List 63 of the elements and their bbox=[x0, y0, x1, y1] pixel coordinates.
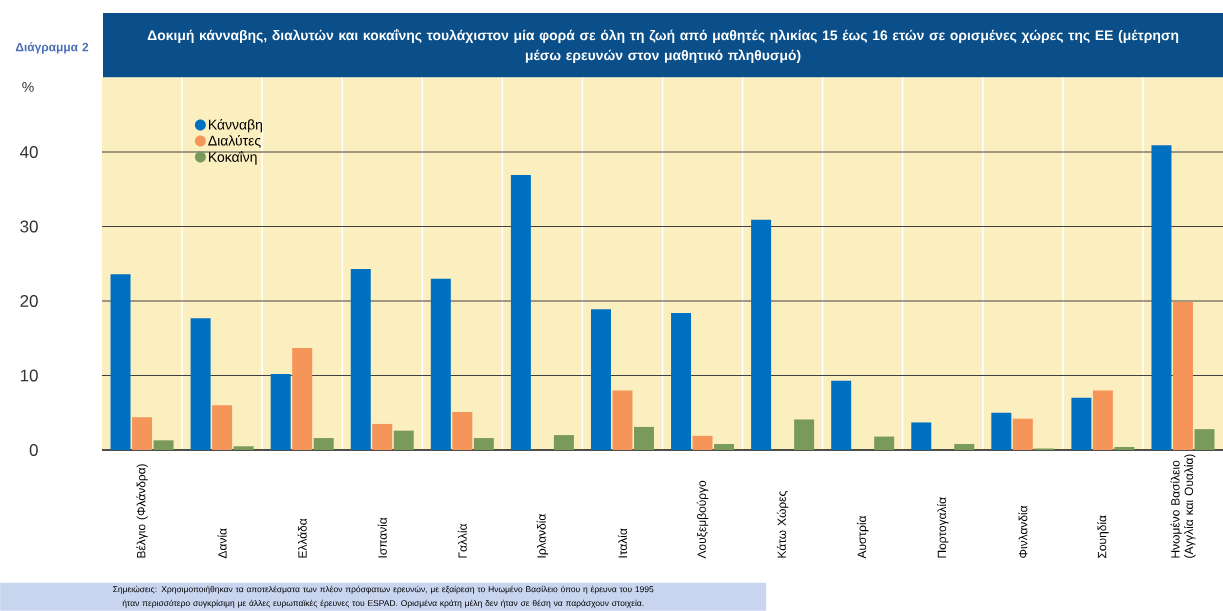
bar bbox=[590, 309, 611, 450]
bar bbox=[714, 444, 735, 450]
bar bbox=[1194, 429, 1215, 450]
legend-label: Κάνναβη bbox=[209, 118, 262, 133]
x-tick-label: Γαλλία bbox=[457, 523, 467, 558]
bar bbox=[350, 268, 371, 450]
y-tick-label: 20 bbox=[20, 295, 38, 307]
bar bbox=[751, 219, 772, 450]
bar bbox=[393, 430, 414, 450]
x-tick-label: Λουξεμβούργο bbox=[696, 480, 709, 559]
x-tick-label: Κάτω Χώρες bbox=[776, 491, 789, 558]
bar bbox=[190, 318, 211, 450]
bar bbox=[110, 274, 131, 450]
y-tick-label: 10 bbox=[20, 369, 38, 382]
bar bbox=[991, 412, 1012, 450]
bar bbox=[313, 438, 334, 450]
x-tick-label: Βέλγιο (Φλάνδρα) bbox=[136, 464, 148, 558]
bar bbox=[473, 438, 494, 450]
y-tick-label: 0 bbox=[29, 444, 38, 456]
chart-title: Δοκιμή κάνναβης, διαλυτών και κοκαΐνης τουλάχιστον μία φορά σε όλη τη ζωή από μαθητές ηλικίας 15 έως 16 ετών σε ορισμένες χώρες της ΕΕ (μέτρηση μέσω ερευνών στον μαθητικό πληθυσμό) bbox=[147, 29, 1179, 63]
bar bbox=[452, 412, 473, 450]
bar bbox=[1172, 301, 1193, 450]
x-tick-label: Σουηδία bbox=[1097, 515, 1109, 558]
x-tick-label: Ηνωμένο Βασίλειο (Αγγλία και Ουαλία) bbox=[1170, 454, 1196, 558]
bar bbox=[633, 426, 654, 450]
bar bbox=[372, 423, 393, 450]
text: Διάγραμμα 2 bbox=[15, 42, 89, 54]
bar bbox=[233, 446, 254, 450]
bar bbox=[430, 278, 451, 450]
x-tick-label: Ισπανία bbox=[377, 517, 387, 558]
x-tick-label: Πορτογαλία bbox=[937, 497, 949, 558]
bar bbox=[612, 390, 633, 450]
x-tick-label: Φινλανδία bbox=[1018, 505, 1028, 558]
bar bbox=[1114, 447, 1135, 450]
x-tick-label: Δανία bbox=[217, 528, 227, 559]
bar bbox=[212, 405, 233, 450]
bar bbox=[874, 436, 895, 450]
bar bbox=[1012, 418, 1033, 450]
text: Σημειώσεις: Χρησιμοποιήθηκαν τα αποτελέσματα των πλέον πρόσφατων ερευνών, με εξαίρεση το Ηνωμένο Βασίλειο όπου η έρευνα του 1995 ήταν περισσότερο συγκρίσιμη με άλλες ευρωπαϊκές έρευνες του ESPAD. Ορισμένα κράτη μέλη δεν ήταν σε θέση να παράσχουν στοιχεία. bbox=[113, 585, 654, 608]
bar bbox=[671, 312, 692, 450]
bar bbox=[132, 417, 153, 450]
bar bbox=[510, 175, 531, 450]
legend-label: Διαλύτες bbox=[208, 134, 261, 148]
bar bbox=[911, 422, 932, 450]
bar bbox=[692, 435, 713, 450]
bar bbox=[153, 440, 174, 450]
bar bbox=[292, 347, 313, 450]
y-axis-title: % bbox=[22, 82, 34, 92]
bar bbox=[553, 435, 574, 450]
bar bbox=[1092, 390, 1113, 450]
bar bbox=[270, 374, 291, 450]
y-tick-label: 30 bbox=[20, 220, 38, 233]
bar bbox=[954, 444, 975, 450]
x-tick-label: Αυστρία bbox=[856, 515, 869, 559]
x-tick-label: Ιρλανδία bbox=[536, 514, 549, 558]
x-tick-label: Ιταλία bbox=[617, 528, 628, 558]
bar bbox=[1151, 145, 1172, 450]
x-tick-label: Ελλάδα bbox=[297, 518, 307, 558]
legend-label: Κοκαΐνη bbox=[209, 150, 257, 165]
y-tick-label: 40 bbox=[20, 146, 38, 158]
bar bbox=[1071, 397, 1092, 450]
bar bbox=[794, 419, 815, 450]
bar bbox=[831, 380, 852, 450]
